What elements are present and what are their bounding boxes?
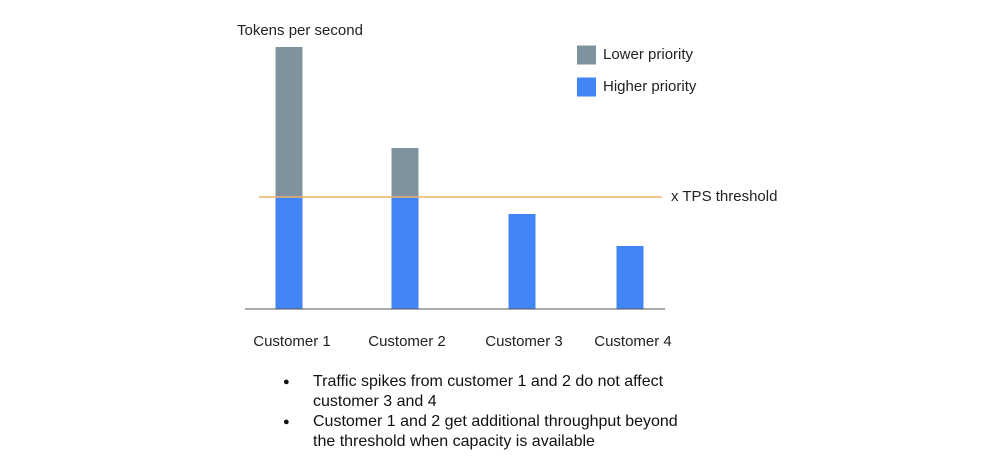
note: Customer 1 and 2 get additional throughp… [283, 412, 703, 452]
bar-segment [275, 47, 303, 197]
notes: Traffic spikes from customer 1 and 2 do … [283, 372, 703, 452]
bar-segment [275, 197, 303, 309]
legend-swatch [577, 77, 596, 97]
x-tick-label: Customer 1 [253, 333, 331, 350]
chart-title: Tokens per second [237, 22, 363, 39]
bar-segment [508, 214, 536, 309]
bar-segment [391, 148, 419, 197]
note: Traffic spikes from customer 1 and 2 do … [283, 372, 703, 412]
x-tick-label: Customer 2 [368, 333, 446, 350]
bar-segment [391, 197, 419, 309]
x-tick-label: Customer 3 [485, 333, 563, 350]
x-tick-label: Customer 4 [594, 333, 672, 350]
bar-segment [616, 246, 644, 309]
legend-swatch [577, 45, 596, 65]
legend-label: Higher priority [603, 78, 697, 95]
legend-label: Lower priority [603, 46, 694, 63]
threshold-label: x TPS threshold [671, 188, 777, 205]
